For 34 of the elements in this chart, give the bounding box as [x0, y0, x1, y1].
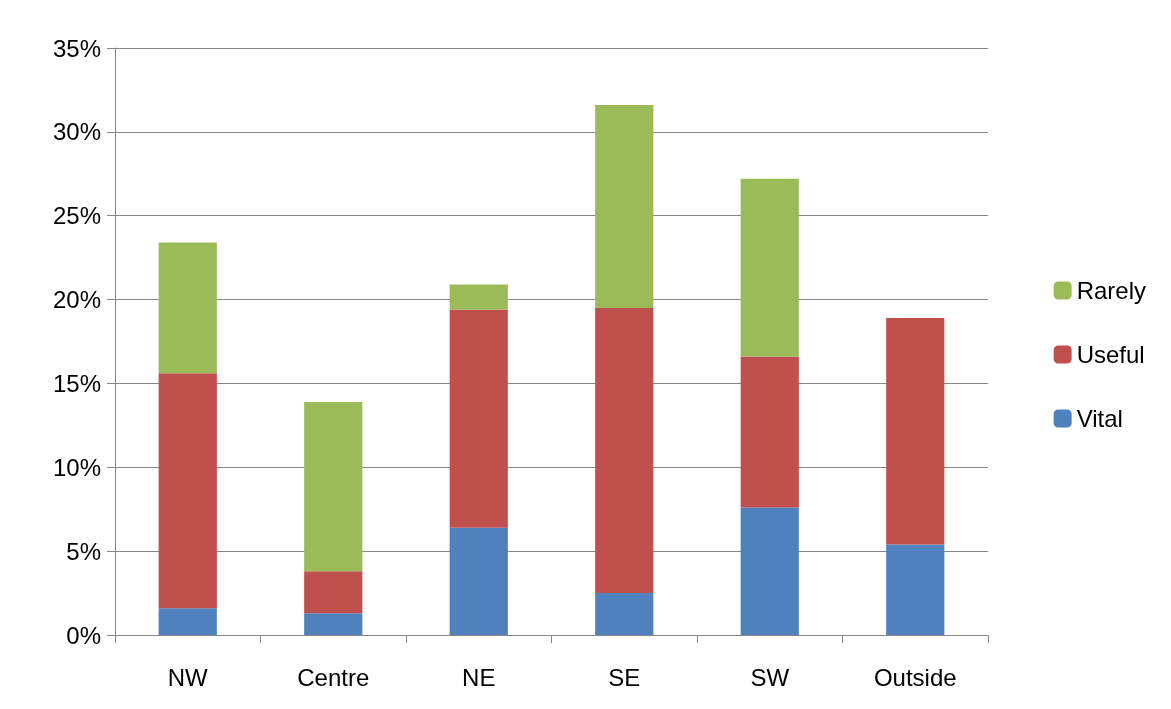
bar — [449, 527, 508, 635]
x-tick-label: SW — [750, 663, 790, 691]
y-tick-label: 5% — [66, 537, 101, 565]
bar — [449, 309, 508, 528]
y-tick-label: 15% — [52, 369, 101, 397]
x-tick-label: Centre — [297, 663, 370, 691]
bar — [304, 571, 363, 614]
bar — [158, 608, 217, 635]
bar — [740, 178, 799, 357]
bar — [158, 242, 217, 374]
bar — [449, 284, 508, 310]
bar — [304, 613, 363, 635]
legend-label: Rarely — [1076, 277, 1147, 304]
y-tick-label: 10% — [52, 453, 101, 481]
bar — [304, 401, 363, 572]
bar — [595, 593, 654, 635]
legend-label: Vital — [1076, 405, 1123, 432]
y-tick-label: 0% — [66, 621, 101, 649]
x-tick-label: NW — [167, 663, 209, 691]
y-tick-label: 30% — [52, 118, 101, 146]
bar — [886, 318, 945, 545]
bar — [886, 544, 945, 635]
x-tick-label: Outside — [873, 663, 957, 691]
bar — [595, 307, 654, 594]
bar — [740, 356, 799, 508]
bar — [595, 105, 654, 308]
y-tick-label: 20% — [52, 286, 101, 314]
legend-label: Useful — [1076, 341, 1145, 368]
y-tick-label: 25% — [52, 202, 101, 230]
bar — [158, 373, 217, 609]
bar — [740, 507, 799, 635]
x-tick-label: SE — [608, 663, 641, 691]
y-tick-label: 35% — [52, 34, 101, 62]
x-tick-label: NE — [462, 663, 496, 691]
